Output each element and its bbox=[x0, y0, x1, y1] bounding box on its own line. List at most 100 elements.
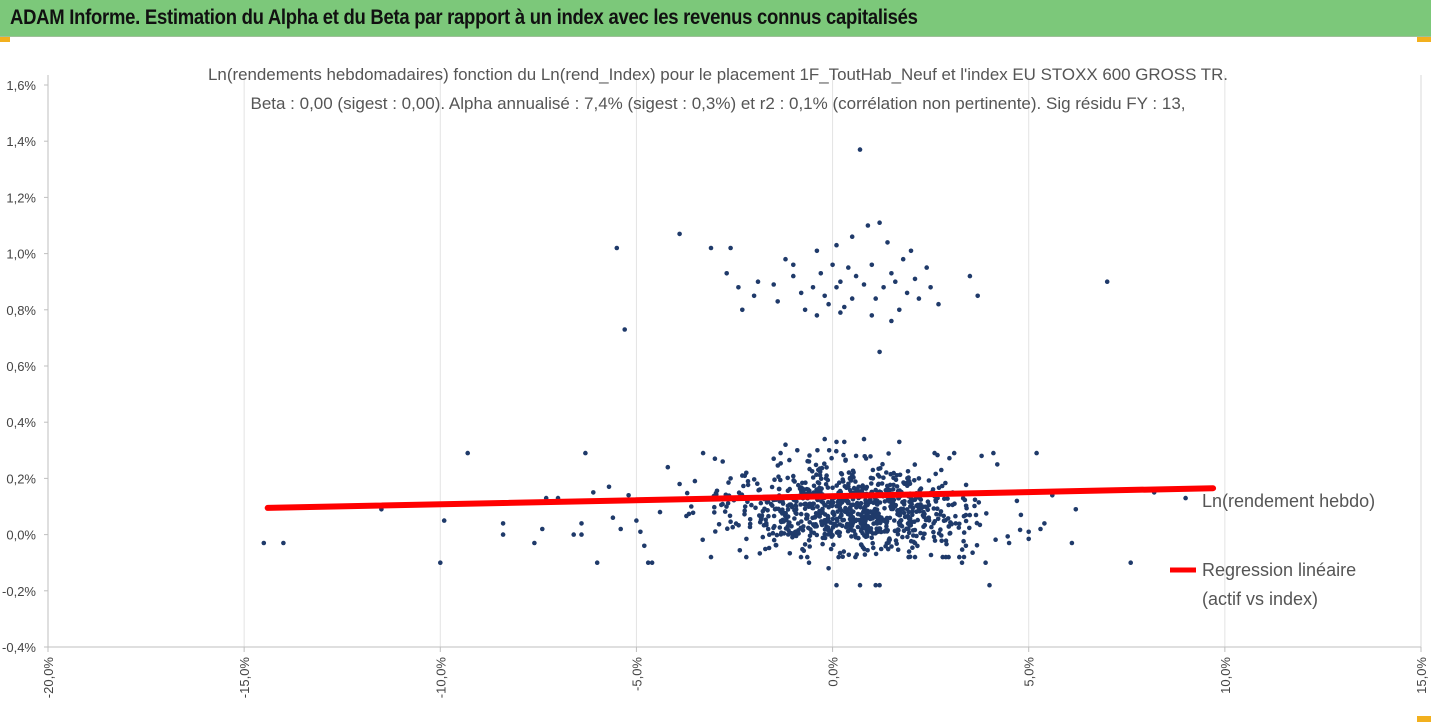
data-point bbox=[1069, 540, 1075, 546]
data-point bbox=[836, 480, 842, 486]
data-point bbox=[936, 301, 941, 307]
data-point bbox=[684, 490, 690, 496]
data-point bbox=[763, 517, 768, 523]
data-point bbox=[708, 245, 714, 251]
data-point bbox=[1042, 521, 1047, 526]
data-point bbox=[799, 519, 804, 524]
data-point bbox=[862, 526, 868, 531]
data-point bbox=[798, 554, 804, 560]
data-point bbox=[792, 516, 797, 521]
data-point bbox=[873, 487, 878, 493]
x-tick-label: -10,0% bbox=[433, 657, 448, 699]
data-point bbox=[874, 515, 879, 520]
data-point bbox=[848, 513, 853, 518]
data-point bbox=[606, 484, 612, 490]
data-point bbox=[853, 453, 859, 459]
data-point bbox=[810, 475, 816, 480]
x-tick-label: 0,0% bbox=[826, 657, 841, 687]
data-point bbox=[886, 538, 892, 543]
data-point bbox=[755, 279, 761, 284]
data-point bbox=[834, 439, 839, 445]
data-point bbox=[638, 529, 643, 535]
data-point bbox=[947, 455, 952, 461]
data-point bbox=[895, 508, 901, 513]
corner-mark-top-left bbox=[0, 37, 10, 42]
data-point bbox=[441, 518, 447, 523]
data-point bbox=[883, 544, 888, 549]
data-point bbox=[773, 542, 779, 548]
data-point bbox=[921, 504, 926, 510]
data-point bbox=[840, 554, 845, 559]
data-point bbox=[907, 499, 912, 505]
data-point bbox=[822, 436, 827, 442]
data-point bbox=[921, 531, 926, 537]
data-point bbox=[928, 552, 934, 558]
data-point bbox=[900, 534, 905, 540]
data-point bbox=[776, 506, 781, 512]
data-point bbox=[870, 467, 876, 473]
data-point bbox=[914, 509, 919, 514]
data-point bbox=[846, 499, 851, 505]
data-point bbox=[823, 476, 829, 481]
data-point bbox=[991, 450, 996, 456]
data-point bbox=[925, 499, 931, 505]
data-point bbox=[907, 519, 912, 524]
data-point bbox=[700, 450, 706, 456]
data-point bbox=[948, 520, 953, 525]
data-point bbox=[885, 240, 890, 245]
data-point bbox=[854, 552, 859, 557]
data-point bbox=[876, 511, 881, 516]
data-point bbox=[892, 528, 898, 534]
data-point bbox=[877, 582, 882, 588]
data-point bbox=[859, 513, 865, 518]
scatter-chart: -20,0% -15,0% -10,0% -5,0% 0,0% 5,0% 10,0% 15,0… bbox=[2, 65, 1429, 699]
data-point bbox=[924, 265, 929, 270]
y-tick-label: 1,2% bbox=[6, 190, 36, 205]
y-tick-label: 1,6% bbox=[6, 78, 36, 93]
data-point bbox=[722, 509, 728, 514]
x-tick-label: -5,0% bbox=[629, 657, 644, 691]
data-point bbox=[788, 502, 794, 507]
data-point bbox=[769, 484, 775, 490]
data-point bbox=[856, 535, 861, 541]
corner-mark-bottom-right bbox=[1417, 716, 1431, 722]
data-point bbox=[983, 560, 988, 565]
data-point bbox=[863, 509, 869, 515]
data-point bbox=[622, 327, 627, 332]
data-point bbox=[869, 313, 875, 318]
x-tick-label: 15,0% bbox=[1414, 657, 1429, 694]
data-point bbox=[987, 582, 992, 588]
data-point bbox=[902, 499, 907, 504]
data-point bbox=[935, 506, 940, 512]
data-point bbox=[772, 507, 778, 512]
data-point bbox=[935, 452, 940, 458]
data-point bbox=[918, 487, 923, 492]
x-tick-label: -20,0% bbox=[41, 657, 56, 699]
data-point bbox=[916, 476, 922, 481]
data-point bbox=[849, 296, 855, 301]
data-point bbox=[956, 525, 962, 530]
data-point bbox=[798, 290, 804, 296]
data-point bbox=[882, 529, 887, 534]
data-point bbox=[798, 511, 804, 517]
data-point bbox=[897, 513, 903, 518]
data-point bbox=[846, 265, 851, 270]
data-point bbox=[813, 511, 819, 516]
data-point bbox=[649, 560, 655, 565]
data-point bbox=[839, 523, 845, 529]
data-point bbox=[862, 504, 868, 510]
data-point bbox=[972, 503, 977, 509]
data-point bbox=[822, 531, 827, 537]
data-point bbox=[939, 538, 944, 544]
data-point bbox=[951, 450, 957, 456]
data-point bbox=[815, 448, 820, 453]
data-point bbox=[802, 506, 808, 512]
data-point bbox=[864, 534, 870, 539]
data-point bbox=[261, 540, 267, 546]
data-point bbox=[742, 504, 748, 509]
data-point bbox=[785, 475, 790, 481]
data-point bbox=[708, 554, 714, 560]
data-point bbox=[901, 510, 907, 516]
data-point bbox=[977, 522, 983, 528]
data-point bbox=[932, 538, 938, 543]
